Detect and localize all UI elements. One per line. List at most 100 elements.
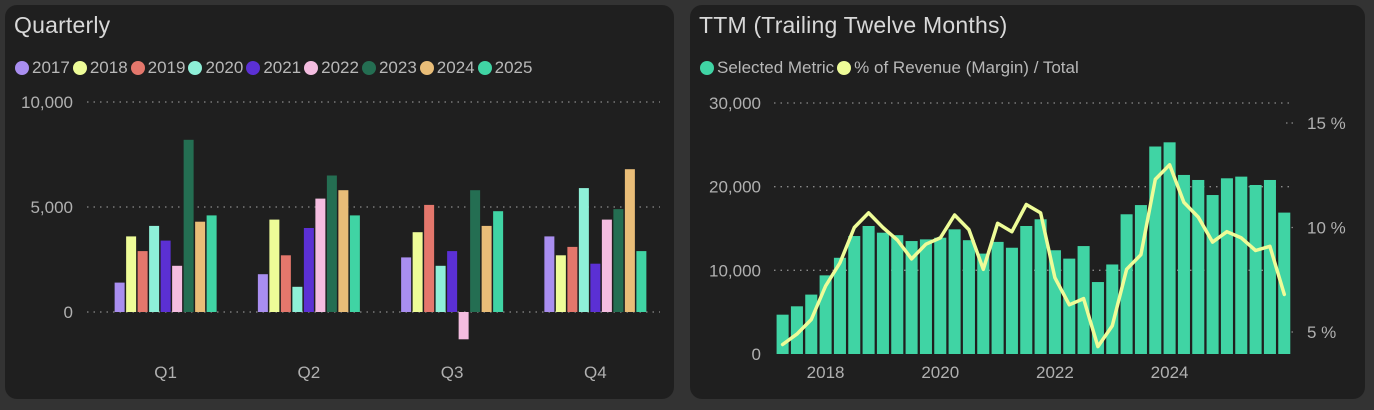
bar-2017-Q1 [114, 282, 125, 312]
y-tick-label: 20,000 [709, 178, 761, 197]
ttm-bar [1034, 219, 1047, 354]
ttm-bar [1192, 179, 1205, 354]
legend-swatch [130, 61, 145, 75]
quarterly-legend-item[interactable]: 2025 [477, 58, 533, 78]
bar-2024-Q1 [195, 221, 206, 312]
bar-2020-Q1 [149, 225, 160, 312]
bar-2022-Q1 [172, 265, 183, 312]
quarterly-legend-item[interactable]: 2021 [246, 58, 301, 78]
bar-2025-Q1 [206, 215, 217, 312]
quarterly-panel: Quarterly 2017 2018 2019 2020 2021 2022 2023 20… [5, 5, 674, 399]
quarterly-legend-item[interactable]: 2017 [15, 58, 70, 78]
x-tick-label: 2020 [921, 363, 959, 382]
ttm-legend-item[interactable]: % of Revenue (Margin) / Total [837, 58, 1079, 78]
x-tick-label: 2018 [807, 363, 845, 382]
bar-2018-Q1 [126, 236, 137, 312]
ttm-bar [1220, 178, 1233, 354]
bar-2024-Q4 [624, 169, 635, 312]
y-tick-label: 10,000 [21, 93, 73, 112]
margin-line [780, 163, 1287, 349]
ttm-bar [905, 241, 918, 354]
ttm-bar [848, 236, 861, 354]
bar-2022-Q4 [601, 219, 612, 312]
ttm-bar [1278, 212, 1291, 354]
legend-label: Selected Metric [717, 58, 835, 77]
bar-2023-Q4 [613, 209, 624, 312]
quarterly-legend-item[interactable]: 2024 [419, 58, 475, 78]
ttm-bar [962, 240, 975, 354]
legend-label: 2023 [378, 58, 417, 77]
legend-label: 2022 [321, 58, 359, 77]
bar-2018-Q4 [555, 255, 566, 312]
quarterly-legend-item[interactable]: 2022 [304, 58, 359, 78]
bar-2022-Q3 [458, 312, 469, 340]
bar-2024-Q2 [338, 190, 349, 312]
y-tick-label: 5,000 [30, 198, 73, 217]
bar-2019-Q2 [280, 255, 291, 312]
bar-2017-Q4 [544, 236, 555, 312]
legend-label: 2025 [494, 58, 533, 77]
ttm-chart: 0 10,000 20,000 30,000 5 % 10 % 15 % 2018 2020 20… [709, 94, 1346, 382]
ttm-bar [862, 225, 875, 354]
ttm-bar [934, 237, 947, 354]
quarterly-title: Quarterly [14, 12, 111, 38]
bar-2024-Q3 [481, 225, 492, 312]
bar-2021-Q4 [590, 263, 601, 312]
quarterly-legend-item[interactable]: 2023 [361, 58, 417, 78]
ttm-bar [833, 257, 846, 354]
x-tick-label: Q4 [584, 363, 607, 382]
bar-2021-Q2 [303, 228, 314, 312]
legend-label: 2017 [32, 58, 70, 77]
y2-tick-label: 10 % [1307, 219, 1346, 238]
bar-2018-Q3 [412, 232, 423, 312]
y-tick-label: 0 [64, 303, 73, 322]
bar-2017-Q3 [401, 257, 412, 312]
bar-2025-Q3 [493, 211, 504, 312]
ttm-panel: TTM (Trailing Twelve Months) Selected Me… [690, 5, 1365, 399]
ttm-bar [790, 306, 803, 354]
legend-swatch [15, 61, 29, 75]
legend-label: 2019 [147, 58, 186, 77]
bar-2022-Q2 [315, 198, 326, 312]
y-tick-label: 10,000 [709, 261, 761, 280]
ttm-legend-item[interactable]: Selected Metric [700, 58, 834, 78]
y2-tick-label: 5 % [1307, 323, 1336, 342]
ttm-bar [991, 241, 1004, 354]
bar-2020-Q2 [292, 286, 303, 312]
quarterly-legend-item[interactable]: 2019 [130, 58, 186, 78]
ttm-bar [1005, 247, 1018, 354]
bar-2021-Q3 [447, 251, 458, 312]
ttm-bar [891, 235, 904, 354]
bar-2025-Q2 [349, 215, 360, 312]
legend-label: 2020 [205, 58, 244, 77]
legend-swatch [361, 61, 376, 75]
legend-swatch [304, 61, 319, 75]
ttm-bar [1163, 142, 1176, 354]
ttm-bar [919, 239, 932, 354]
legend-swatch [72, 61, 87, 75]
legend-swatch [419, 61, 434, 75]
legend-label: % of Revenue (Margin) / Total [854, 58, 1079, 77]
x-tick-label: Q3 [441, 363, 464, 382]
quarterly-legend: 2017 2018 2019 2020 2021 2022 2023 2024 2025 [15, 57, 535, 79]
x-tick-label: Q1 [154, 363, 177, 382]
legend-swatch [700, 61, 714, 75]
ttm-bar [1048, 250, 1061, 354]
bar-2023-Q2 [326, 175, 337, 312]
ttm-bar [1120, 214, 1133, 354]
quarterly-legend-item[interactable]: 2018 [72, 58, 128, 78]
ttm-bar [1020, 225, 1033, 354]
x-tick-label: Q2 [298, 363, 321, 382]
ttm-bar [1249, 184, 1262, 354]
legend-label: 2024 [436, 58, 475, 77]
bar-2018-Q2 [269, 219, 280, 312]
quarterly-legend-item[interactable]: 2020 [188, 58, 243, 78]
ttm-bar [1206, 195, 1219, 354]
bar-2017-Q2 [257, 274, 268, 312]
bar-2019-Q1 [137, 251, 148, 312]
bar-2023-Q3 [470, 190, 481, 312]
ttm-bar [1263, 179, 1276, 354]
ttm-bar [948, 229, 961, 354]
bar-2023-Q1 [183, 139, 194, 312]
legend-label: 2021 [263, 58, 302, 77]
